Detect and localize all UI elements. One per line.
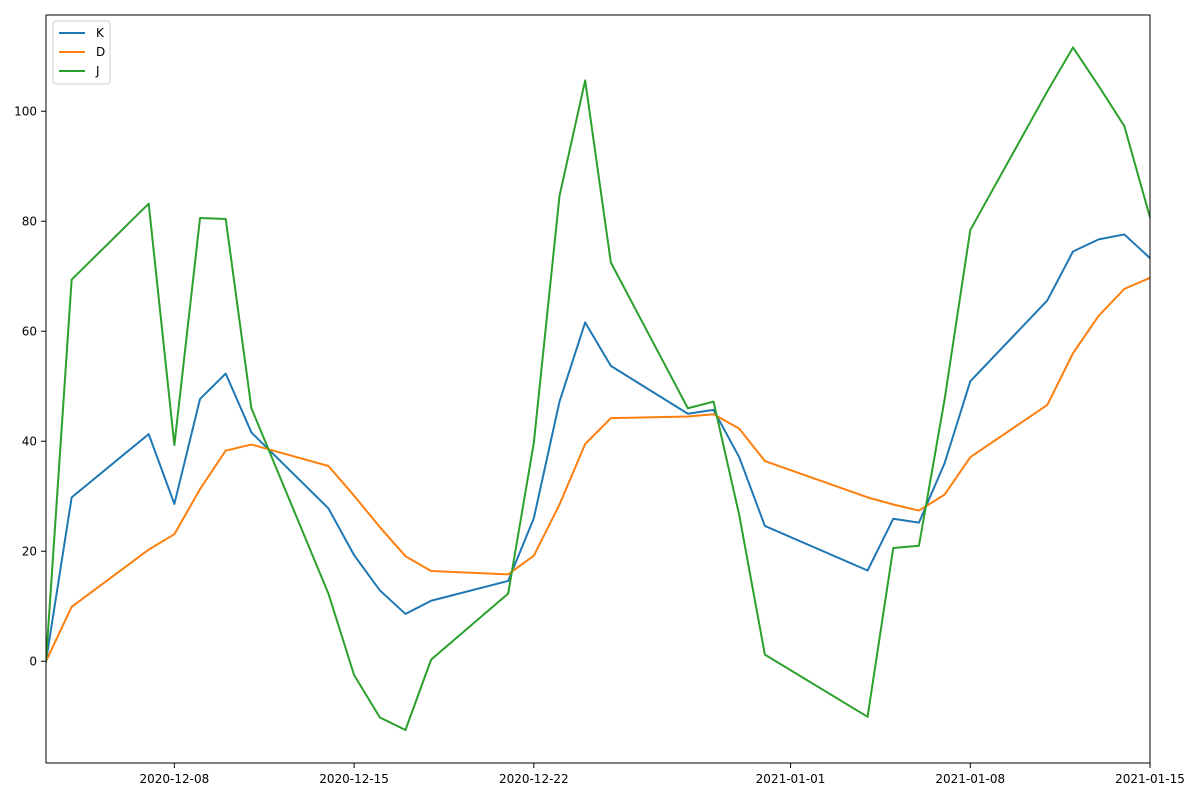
y-tick-label: 60 <box>22 324 37 338</box>
legend: KDJ <box>52 20 111 85</box>
series-line-d <box>46 276 1150 663</box>
y-tick-label: 40 <box>22 434 37 448</box>
axes: 2020-12-08 2020-12-15 2020-12-22 2021-01-01… <box>14 14 1185 786</box>
series-line-j <box>46 46 1150 731</box>
legend-label-j: J <box>95 64 100 78</box>
x-tick-label: 2021-01-15 <box>1115 772 1185 786</box>
plot-content <box>46 46 1150 731</box>
series-line-k <box>46 233 1150 663</box>
y-tick-label: 20 <box>22 544 37 558</box>
y-tick-label: 0 <box>29 654 37 668</box>
legend-label-d: D <box>96 45 105 59</box>
x-tick-label: 2020-12-22 <box>499 772 569 786</box>
x-tick-label: 2021-01-08 <box>935 772 1005 786</box>
x-tick-label: 2021-01-01 <box>756 772 826 786</box>
y-tick-label: 100 <box>14 104 37 118</box>
legend-label-k: K <box>96 26 105 40</box>
y-tick-label: 80 <box>22 214 37 228</box>
x-tick-label: 2020-12-08 <box>139 772 209 786</box>
plot-frame <box>45 14 1151 764</box>
x-tick-label: 2020-12-15 <box>319 772 389 786</box>
